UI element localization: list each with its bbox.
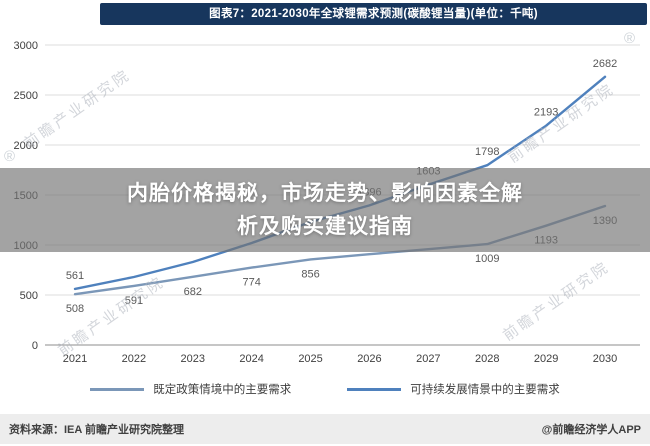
y-tick-label: 500 (20, 290, 38, 302)
data-label: 2193 (534, 107, 558, 119)
data-label: 1009 (475, 253, 499, 265)
x-tick-label: 2027 (416, 353, 440, 365)
credit-text: @前瞻经济学人APP (541, 424, 641, 436)
legend-item-sustainable: 可持续发展情景中的主要需求 (347, 381, 560, 397)
legend-label: 既定政策情境中的主要需求 (153, 384, 292, 396)
data-label: 774 (242, 277, 260, 289)
overlay-text-line1: 内胎价格揭秘，市场走势、影响因素全解 (127, 182, 523, 205)
y-tick-label: 3000 (14, 40, 38, 52)
x-tick-label: 2025 (298, 353, 322, 365)
data-label: 591 (125, 295, 143, 307)
chart-title: 图表7：2021-2030年全球锂需求预测(碳酸锂当量)(单位：千吨) (100, 3, 647, 25)
data-label: 561 (66, 270, 84, 282)
data-label: 1798 (475, 146, 499, 158)
data-label: 2682 (593, 58, 617, 70)
legend-item-stated-policies: 既定政策情境中的主要需求 (90, 381, 291, 397)
legend-line-swatch (90, 387, 145, 391)
overlay-banner: 内胎价格揭秘，市场走势、影响因素全解 析及购买建议指南 (0, 168, 650, 252)
data-label: 508 (66, 303, 84, 315)
data-label: 682 (184, 286, 202, 298)
x-tick-label: 2029 (534, 353, 558, 365)
x-tick-label: 2028 (475, 353, 499, 365)
y-tick-label: 2500 (14, 90, 38, 102)
source-text: 资料来源：IEA 前瞻产业研究院整理 (9, 424, 184, 436)
data-label: 856 (301, 268, 319, 280)
legend: 既定政策情境中的主要需求 可持续发展情景中的主要需求 (0, 381, 650, 397)
x-tick-label: 2030 (593, 353, 617, 365)
y-tick-label: 2000 (14, 140, 38, 152)
x-tick-label: 2022 (122, 353, 146, 365)
x-tick-label: 2023 (181, 353, 205, 365)
y-tick-label: 0 (32, 340, 38, 352)
x-tick-label: 2026 (357, 353, 381, 365)
overlay-text-line2: 析及购买建议指南 (237, 215, 413, 238)
x-tick-label: 2021 (63, 353, 87, 365)
legend-line-swatch (347, 387, 402, 391)
footer-bar: 资料来源：IEA 前瞻产业研究院整理 @前瞻经济学人APP (0, 414, 650, 444)
x-tick-label: 2024 (239, 353, 263, 365)
legend-label: 可持续发展情景中的主要需求 (410, 384, 560, 396)
